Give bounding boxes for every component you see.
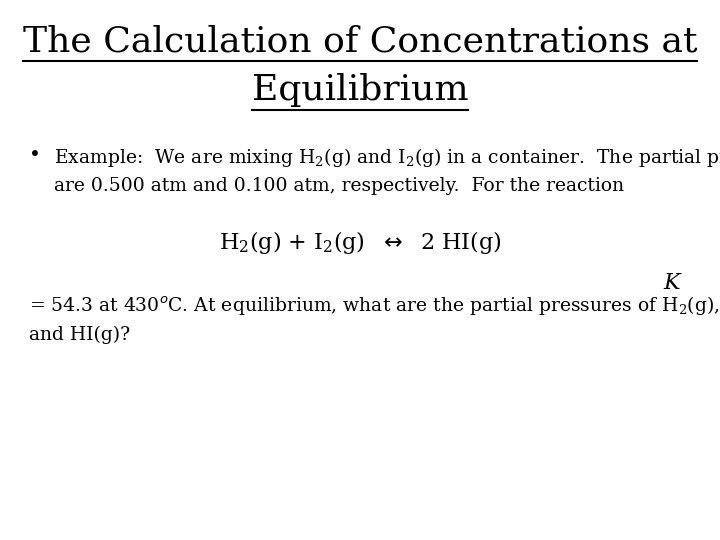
Text: The Calculation of Concentrations at: The Calculation of Concentrations at (23, 24, 697, 58)
Text: •: • (29, 146, 40, 165)
Text: = 54.3 at 430$^o$C. At equilibrium, what are the partial pressures of $\mathregu: = 54.3 at 430$^o$C. At equilibrium, what… (29, 294, 720, 318)
Text: K: K (664, 272, 680, 294)
Text: Example:  We are mixing $\mathregular{H_2}$(g) and $\mathregular{I_2}$(g) in a c: Example: We are mixing $\mathregular{H_2… (54, 146, 720, 169)
Text: Equilibrium: Equilibrium (252, 73, 468, 107)
Text: are 0.500 atm and 0.100 atm, respectively.  For the reaction: are 0.500 atm and 0.100 atm, respectivel… (54, 177, 624, 195)
Text: $\mathregular{H_2}$(g) + $\mathregular{I_2}$(g)  $\leftrightarrow$  2 HI(g): $\mathregular{H_2}$(g) + $\mathregular{I… (219, 230, 501, 256)
Text: and HI(g)?: and HI(g)? (29, 326, 130, 344)
